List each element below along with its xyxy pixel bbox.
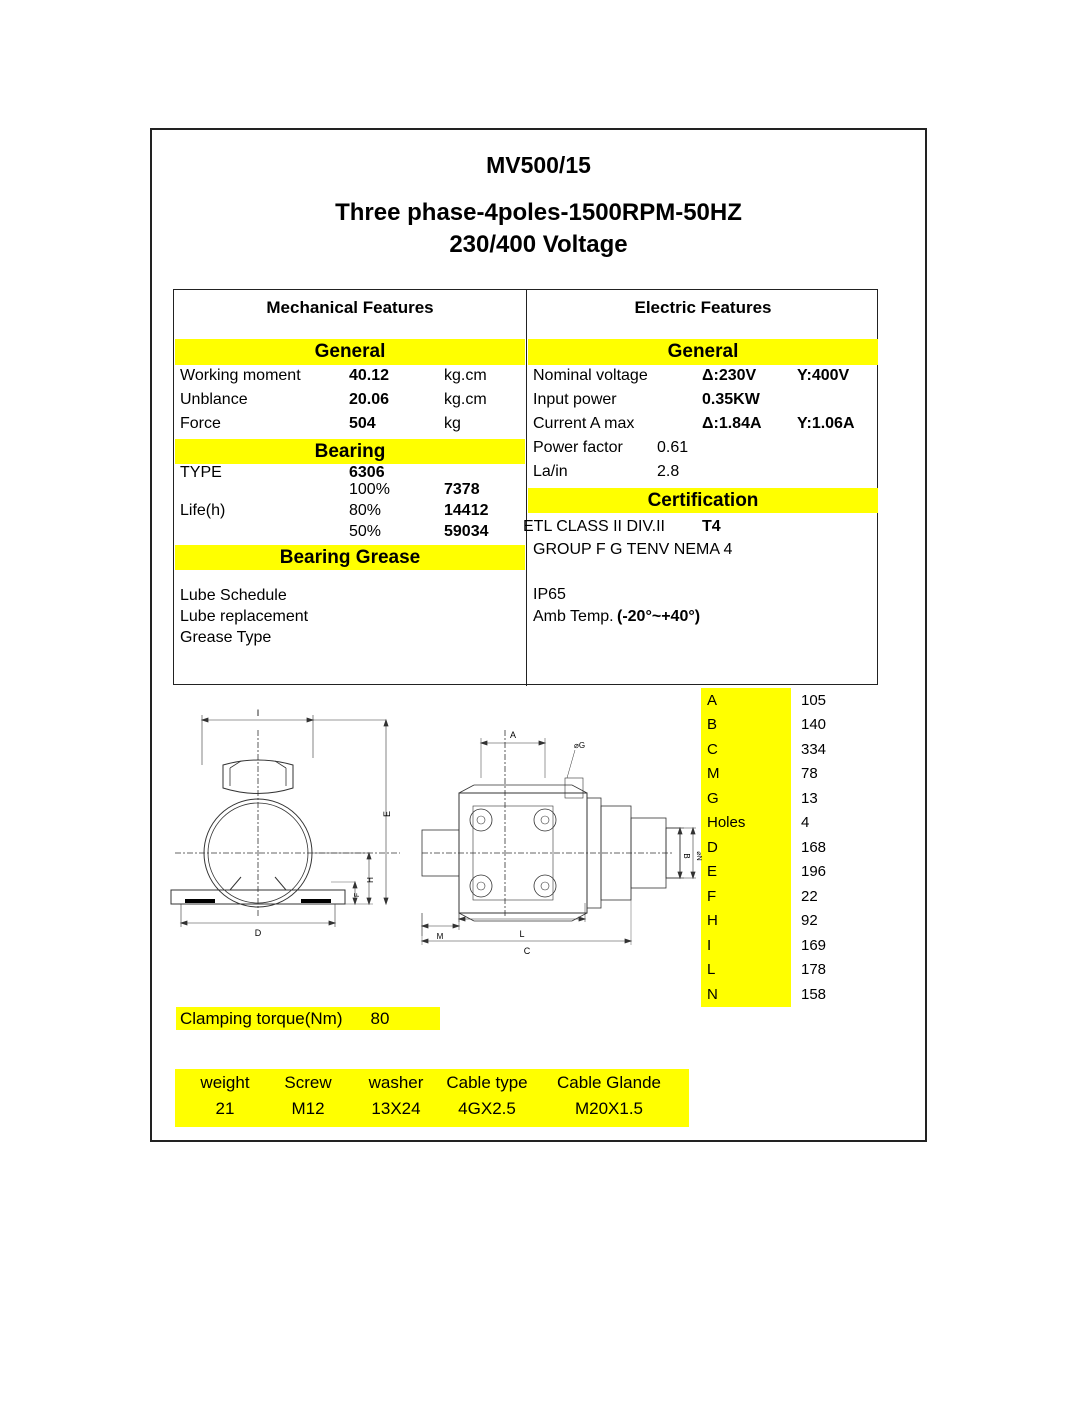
svg-text:B: B [682, 853, 691, 858]
svg-text:⌀G: ⌀G [574, 741, 585, 750]
svg-text:I: I [257, 708, 260, 718]
svg-text:F: F [354, 893, 361, 897]
svg-text:L: L [519, 929, 524, 939]
svg-text:M: M [437, 932, 444, 941]
svg-text:H: H [366, 877, 375, 883]
svg-text:C: C [524, 946, 531, 956]
svg-text:⌀N: ⌀N [695, 851, 702, 860]
svg-text:A: A [510, 730, 516, 740]
svg-text:E: E [382, 811, 392, 817]
svg-text:D: D [255, 928, 262, 938]
